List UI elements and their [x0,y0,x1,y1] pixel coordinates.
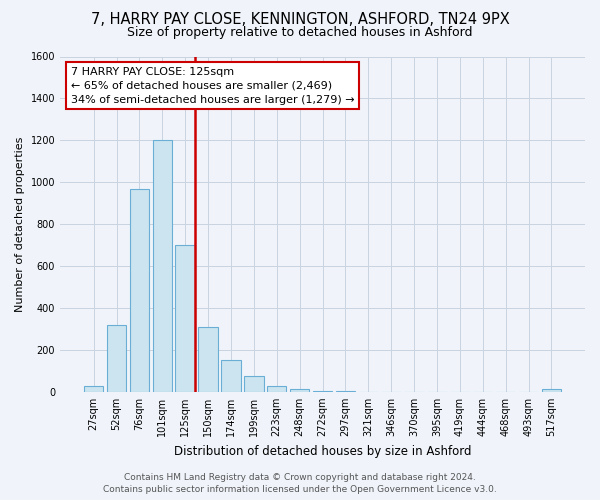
Bar [313,391,332,392]
Bar [221,360,241,392]
Text: Contains HM Land Registry data © Crown copyright and database right 2024.
Contai: Contains HM Land Registry data © Crown c… [103,472,497,494]
Text: 7 HARRY PAY CLOSE: 125sqm
← 65% of detached houses are smaller (2,469)
34% of se: 7 HARRY PAY CLOSE: 125sqm ← 65% of detac… [71,66,354,104]
Bar [175,245,195,392]
Text: Size of property relative to detached houses in Ashford: Size of property relative to detached ho… [127,26,473,39]
Bar [84,386,103,392]
Bar [130,188,149,392]
Text: 7, HARRY PAY CLOSE, KENNINGTON, ASHFORD, TN24 9PX: 7, HARRY PAY CLOSE, KENNINGTON, ASHFORD,… [91,12,509,28]
Y-axis label: Number of detached properties: Number of detached properties [15,136,25,312]
Bar [290,388,310,392]
Bar [152,140,172,392]
X-axis label: Distribution of detached houses by size in Ashford: Distribution of detached houses by size … [174,444,471,458]
Bar [199,327,218,392]
Bar [244,376,263,392]
Bar [267,386,286,392]
Bar [107,324,126,392]
Bar [542,388,561,392]
